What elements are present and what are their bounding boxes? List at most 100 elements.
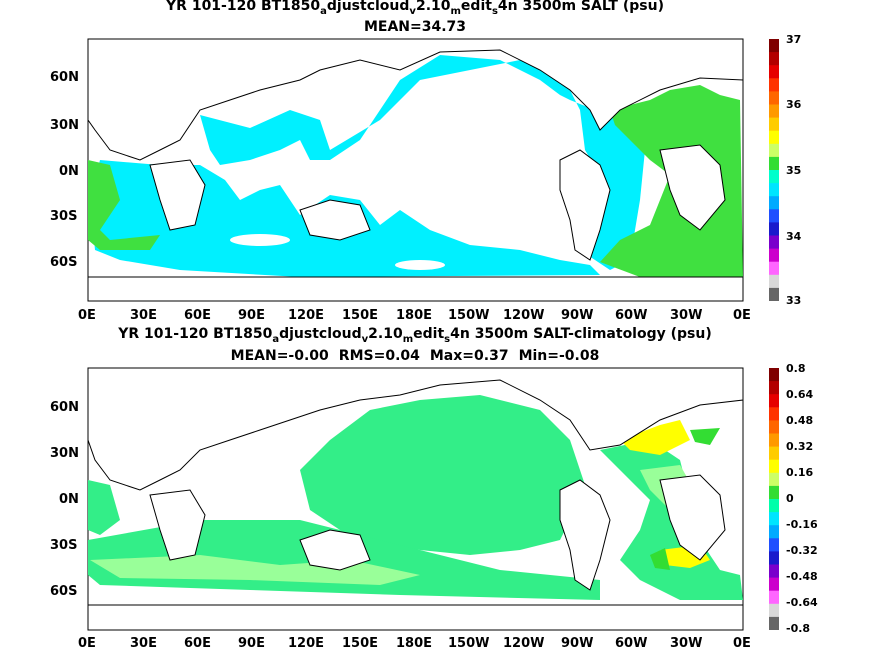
colorbar-swatch (769, 394, 779, 408)
colorbar-swatch (769, 499, 779, 513)
lat-label: 60S (50, 584, 78, 599)
colorbar-label: 0 (786, 492, 794, 505)
colorbar-swatch (769, 590, 779, 605)
lat-label: 30S (50, 538, 78, 553)
lon-label: 0E (78, 308, 96, 323)
lon-label: 60W (615, 308, 648, 323)
colorbar-swatch (769, 381, 779, 395)
lat-label: 30N (50, 118, 79, 133)
colorbar-swatch (769, 117, 779, 132)
panel1-title: YR 101-120 BT1850adjustcloudv2.10medits4… (166, 0, 664, 17)
colorbar-label: -0.16 (786, 518, 818, 531)
colorbar-swatch (769, 407, 779, 421)
colorbar-swatch (769, 39, 779, 53)
colorbar-swatch (769, 91, 779, 105)
colorbar-swatch (769, 420, 779, 434)
colorbar-swatch (769, 248, 779, 263)
colorbar-swatch (769, 485, 779, 500)
colorbar-swatch (769, 472, 779, 487)
colorbar-label: 0.64 (786, 388, 814, 401)
lon-label: 90W (561, 308, 594, 323)
lat-label: 30S (50, 209, 78, 224)
panel1-stats: MEAN=34.73 (0, 19, 830, 36)
lon-label: 0E (78, 636, 96, 651)
colorbar-swatch (769, 274, 779, 289)
colorbar-swatch (769, 538, 779, 552)
colorbar-label: 0.48 (786, 414, 814, 427)
lon-label: 180E (396, 308, 433, 323)
lon-label: 30E (130, 636, 157, 651)
colorbar-swatch (769, 525, 779, 539)
lon-label: 120W (503, 636, 545, 651)
lon-label: 90E (238, 308, 265, 323)
lon-label: 60E (184, 636, 211, 651)
colorbar-swatch (769, 564, 779, 579)
panel2-plot (87, 367, 744, 631)
colorbar-swatch (769, 577, 779, 592)
panel1-mean: MEAN=34.73 (363, 19, 467, 35)
colorbar-label: 36 (786, 98, 802, 111)
lon-label: 60E (184, 308, 211, 323)
lon-label: 60W (615, 636, 648, 651)
colorbar-label: 0.32 (786, 440, 814, 453)
colorbar-swatch (769, 446, 779, 461)
colorbar-swatch (769, 143, 779, 158)
colorbar-swatch (769, 222, 779, 236)
lon-label: 90W (561, 636, 594, 651)
lon-label: 0E (733, 308, 751, 323)
colorbar-swatch (769, 551, 779, 565)
lon-label: 90E (238, 636, 265, 651)
colorbar-swatch (769, 170, 779, 184)
panel2-stats: MEAN=-0.00 RMS=0.04 Max=0.37 Min=-0.08 (0, 348, 830, 365)
colorbar-label: 0.16 (786, 466, 814, 479)
panel2-mean: MEAN=-0.00 (230, 348, 329, 364)
colorbar-label: 37 (786, 33, 802, 46)
lon-label: 30W (670, 308, 703, 323)
lon-label: 30W (670, 636, 703, 651)
lat-label: 60N (50, 70, 79, 85)
lon-label: 180E (396, 636, 433, 651)
colorbar-swatch (769, 156, 779, 171)
lat-label: 60N (50, 400, 79, 415)
panel2-colorbar (769, 368, 779, 630)
colorbar-swatch (769, 433, 779, 448)
colorbar-label: -0.48 (786, 570, 818, 583)
colorbar-label: 0.8 (786, 362, 806, 375)
colorbar-swatch (769, 209, 779, 223)
colorbar-swatch (769, 65, 779, 79)
colorbar-swatch (769, 78, 779, 92)
panel1-plot (87, 38, 744, 302)
colorbar-label: 35 (786, 164, 802, 177)
lon-label: 120E (288, 308, 325, 323)
colorbar-swatch (769, 512, 779, 526)
lat-label: 0N (59, 164, 79, 179)
lon-label: 150W (448, 308, 490, 323)
colorbar-label: -0.8 (786, 622, 811, 635)
panel2-rms: RMS=0.04 (338, 348, 420, 364)
colorbar-swatch (769, 183, 779, 197)
panel2-max: Max=0.37 (429, 348, 509, 364)
colorbar-label: 34 (786, 230, 802, 243)
colorbar-swatch (769, 104, 779, 119)
lon-label: 150E (342, 636, 379, 651)
panel2-title: YR 101-120 BT1850adjustcloudv2.10medits4… (118, 326, 712, 345)
lat-label: 60S (50, 255, 78, 270)
colorbar-swatch (769, 52, 779, 66)
lon-label: 120E (288, 636, 325, 651)
colorbar-swatch (769, 261, 779, 276)
lat-label: 0N (59, 492, 79, 507)
colorbar-swatch (769, 130, 779, 145)
colorbar-swatch (769, 603, 779, 618)
colorbar-swatch (769, 368, 779, 382)
lon-label: 150E (342, 308, 379, 323)
colorbar-swatch (769, 196, 779, 210)
lon-label: 0E (733, 636, 751, 651)
panel2-min: Min=-0.08 (518, 348, 600, 364)
colorbar-label: -0.64 (786, 596, 818, 609)
lon-label: 150W (448, 636, 490, 651)
panel1-colorbar (769, 39, 779, 301)
lon-label: 120W (503, 308, 545, 323)
colorbar-label: 33 (786, 294, 802, 307)
colorbar-swatch (769, 287, 779, 301)
